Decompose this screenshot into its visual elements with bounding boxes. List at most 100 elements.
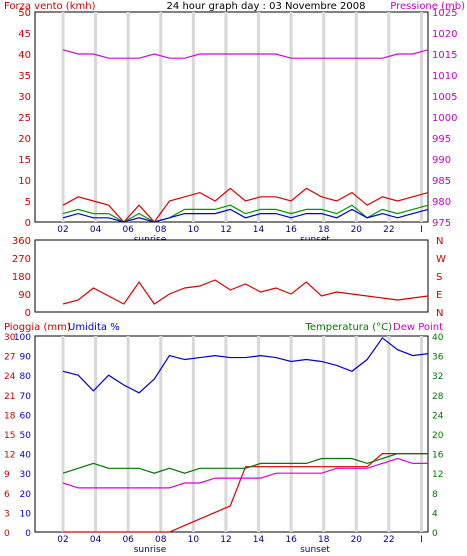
x-tick-label: 22 — [383, 535, 394, 545]
x-tick-label: 16 — [285, 535, 297, 545]
series-line — [62, 457, 428, 489]
series-line — [62, 279, 429, 305]
wind-y-tick-label: 10 — [18, 176, 31, 187]
x-tick-label: 02 — [57, 225, 68, 235]
temperature-y-tick-label: 12 — [432, 470, 443, 480]
x-tick-label: 20 — [351, 535, 363, 545]
x-tick-label: 12 — [220, 535, 231, 545]
pressure-y-tick-label: 1010 — [432, 71, 457, 82]
x-tick-label: 16 — [285, 225, 297, 235]
series-line — [63, 453, 428, 533]
compass-tick-label: E — [436, 290, 442, 301]
sunrise-label: sunrise — [134, 545, 167, 555]
rain-y-tick-label: 15 — [4, 431, 15, 441]
x-tick-label: 08 — [155, 535, 167, 545]
x-tick-label: 20 — [351, 225, 363, 235]
compass-tick-label: W — [436, 254, 446, 265]
rain-y-tick-label: 3 — [4, 509, 10, 519]
compass-tick-label: S — [436, 272, 442, 283]
wind-speed-axis-label: Forza vento (kmh) — [4, 1, 96, 12]
humidity-y-tick-label: 100 — [14, 333, 31, 343]
temperature-y-tick-label: 8 — [432, 490, 438, 500]
rain-y-tick-label: 6 — [4, 490, 10, 500]
humidity-y-tick-label: 60 — [20, 411, 32, 421]
humidity-y-tick-label: 10 — [20, 509, 32, 519]
x-tick-label: 08 — [155, 225, 167, 235]
x-tick-label: 06 — [122, 535, 134, 545]
sunset-label: sunset — [300, 545, 330, 555]
pressure-y-tick-label: 1015 — [432, 50, 457, 61]
wind-y-tick-label: 50 — [18, 8, 31, 19]
plot-area — [34, 11, 429, 223]
humidity-y-tick-label: 40 — [20, 451, 32, 461]
humidity-y-tick-label: 50 — [20, 431, 32, 441]
rain-y-tick-label: 21 — [4, 392, 15, 402]
chart-labels: 24 hour graph day : 03 Novembre 2008 For… — [4, 1, 465, 333]
x-tick-label: I — [420, 225, 423, 235]
dew-point-axis-label: Dew Point — [393, 322, 443, 333]
wind-y-tick-label: 45 — [18, 29, 31, 40]
pressure-y-tick-label: 975 — [432, 218, 451, 229]
wind-pressure-panel: 02 04 06 08 10 12 14 16 18 20 22 I05101520253035404… — [18, 8, 457, 245]
pressure-y-tick-label: 995 — [432, 134, 451, 145]
humidity-y-tick-label: 70 — [20, 392, 32, 402]
pressure-y-tick-label: 985 — [432, 176, 451, 187]
pressure-y-tick-label: 1020 — [432, 29, 457, 40]
temperature-y-tick-label: 36 — [432, 353, 444, 363]
series-line — [62, 49, 429, 59]
temperature-y-tick-label: 28 — [432, 392, 444, 402]
rain-y-tick-label: 0 — [4, 529, 10, 539]
rain-y-tick-label: 24 — [4, 372, 16, 382]
humidity-y-tick-label: 90 — [20, 353, 32, 363]
pressure-y-tick-label: 1005 — [432, 92, 457, 103]
x-tick-label: 04 — [90, 535, 102, 545]
wind-y-tick-label: 5 — [25, 197, 31, 208]
direction-y-tick-label: 90 — [18, 290, 31, 301]
temperature-y-tick-label: 40 — [432, 333, 444, 343]
wind-y-tick-label: 30 — [18, 92, 31, 103]
series-line — [62, 337, 429, 394]
humidity-y-tick-label: 0 — [25, 529, 31, 539]
x-tick-label: 10 — [188, 225, 200, 235]
temperature-y-tick-label: 20 — [432, 431, 444, 441]
temperature-y-tick-label: 32 — [432, 372, 443, 382]
temperature-y-tick-label: 0 — [432, 529, 438, 539]
temperature-y-tick-label: 16 — [432, 451, 444, 461]
pressure-y-tick-label: 1025 — [432, 8, 457, 19]
temperature-y-tick-label: 24 — [432, 411, 444, 421]
x-tick-label: 18 — [318, 535, 330, 545]
x-tick-label: 02 — [57, 535, 68, 545]
wind-y-tick-label: 40 — [18, 50, 31, 61]
rain-humidity-temperature-panel: 02 04 06 08 10 12 14 16 18 20 22 I03691215182124273… — [4, 333, 444, 555]
wind-y-tick-label: 20 — [18, 134, 31, 145]
x-tick-label: 06 — [122, 225, 134, 235]
humidity-y-tick-label: 20 — [20, 490, 32, 500]
humidity-y-tick-label: 30 — [20, 470, 32, 480]
x-tick-label: 14 — [253, 535, 265, 545]
wind-y-tick-label: 25 — [18, 113, 31, 124]
wind-y-tick-label: 0 — [25, 218, 31, 229]
humidity-axis-label: Umidita % — [68, 322, 120, 333]
x-tick-label: 18 — [318, 225, 330, 235]
direction-y-tick-label: 0 — [25, 308, 31, 319]
rain-y-tick-label: 18 — [4, 411, 16, 421]
x-tick-label: 10 — [188, 535, 200, 545]
plot-area — [34, 239, 429, 313]
rain-y-tick-label: 30 — [4, 333, 16, 343]
wind-y-tick-label: 15 — [18, 155, 31, 166]
temperature-y-tick-label: 4 — [432, 509, 438, 519]
direction-y-tick-label: 180 — [12, 272, 31, 283]
wind-y-tick-label: 35 — [18, 71, 31, 82]
chart-title: 24 hour graph day : 03 Novembre 2008 — [167, 1, 366, 12]
x-tick-label: 04 — [90, 225, 102, 235]
pressure-y-tick-label: 990 — [432, 155, 451, 166]
x-tick-label: 14 — [253, 225, 265, 235]
pressure-y-tick-label: 1000 — [432, 113, 457, 124]
x-tick-label: I — [420, 535, 423, 545]
plot-area — [34, 335, 429, 533]
temperature-axis-label: Temperatura (°C) — [304, 322, 392, 333]
pressure-axis-label: Pressione (mb) — [390, 1, 465, 12]
rain-y-tick-label: 27 — [4, 353, 15, 363]
compass-tick-label: N — [436, 236, 443, 247]
